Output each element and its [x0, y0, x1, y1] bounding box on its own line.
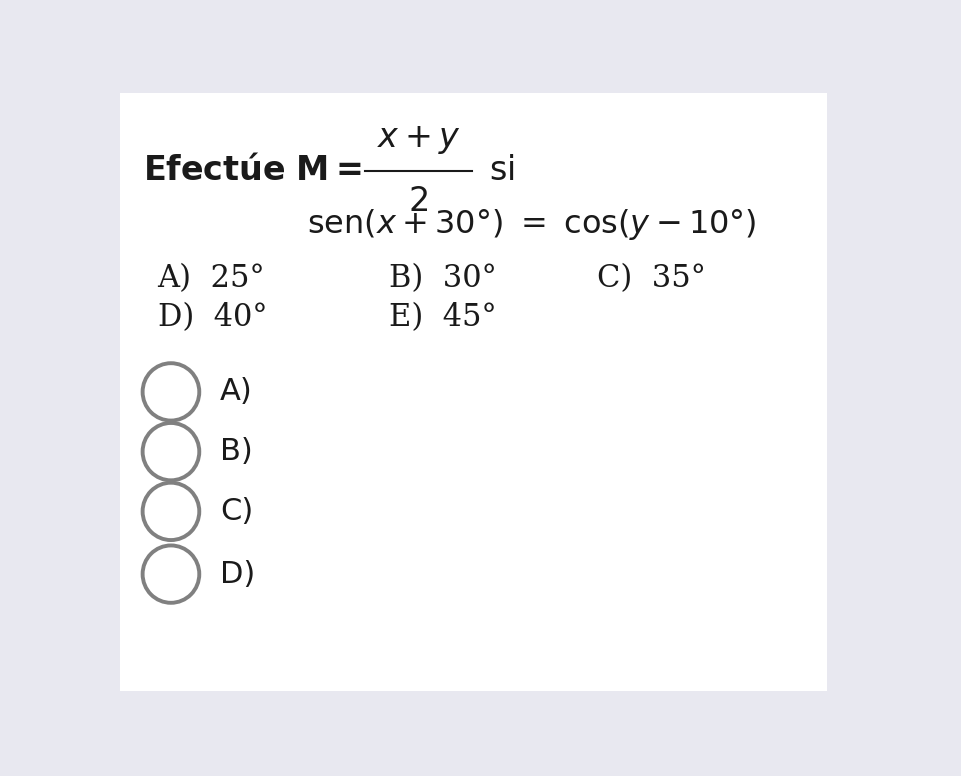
Text: $\mathrm{si}$: $\mathrm{si}$: [489, 154, 514, 187]
FancyBboxPatch shape: [120, 93, 826, 691]
Text: B)  30°: B) 30°: [388, 263, 496, 294]
Text: E)  45°: E) 45°: [388, 302, 496, 333]
Text: A)  25°: A) 25°: [158, 263, 265, 294]
Text: D)  40°: D) 40°: [158, 302, 267, 333]
Text: C): C): [220, 497, 253, 526]
Text: B): B): [220, 437, 253, 466]
Text: C)  35°: C) 35°: [597, 263, 705, 294]
Text: $\mathrm{sen}(x+30°)\ =\ \cos(y-10°)$: $\mathrm{sen}(x+30°)\ =\ \cos(y-10°)$: [307, 207, 755, 242]
Text: $\mathbf{Efectúe\ M =}$: $\mathbf{Efectúe\ M =}$: [142, 154, 361, 187]
Text: $x+y$: $x+y$: [376, 123, 460, 156]
Text: $2$: $2$: [408, 186, 428, 218]
Text: D): D): [220, 559, 255, 589]
Text: A): A): [220, 377, 253, 407]
